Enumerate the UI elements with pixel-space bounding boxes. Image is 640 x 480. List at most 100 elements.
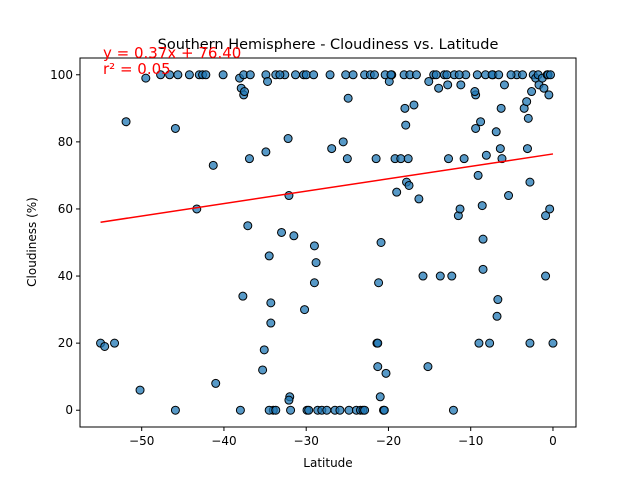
data-point [266,318,276,328]
data-point [478,264,488,274]
data-point [454,70,464,80]
data-point [418,271,428,281]
data-point [541,211,551,221]
data-point [245,70,255,80]
data-point [238,291,248,301]
x-axis-label: Latitude [303,456,352,470]
data-point [477,201,487,211]
data-point [373,338,383,348]
data-point [423,362,433,372]
regression-r-squared: r² = 0.05 [103,60,171,78]
data-point [401,120,411,130]
data-point [548,338,558,348]
data-point [527,87,537,97]
data-point [471,123,481,133]
data-point [518,70,528,80]
data-point [404,180,414,190]
data-point [493,295,503,305]
data-point [481,150,491,160]
data-point [211,378,221,388]
data-point [277,227,287,237]
data-point [218,70,228,80]
data-point [192,204,202,214]
regression-line [100,153,554,223]
data-point [455,204,465,214]
data-point [541,271,551,281]
data-point [244,154,254,164]
data-point [435,271,445,281]
data-point [342,154,352,164]
data-point [201,70,211,80]
data-point [472,70,482,80]
x-tick-label: −10 [458,434,483,448]
x-axis-ticks: −50 −40 −30 −20 −10 0 [129,427,557,448]
data-point [403,154,413,164]
data-point [156,70,166,80]
data-point [275,70,285,80]
data-point [522,97,532,107]
data-point [442,70,452,80]
data-point [476,117,486,127]
data-point [525,177,535,187]
data-point [343,93,353,103]
data-point [525,338,535,348]
data-point [379,405,389,415]
data-point [496,103,506,113]
data-point [235,405,245,415]
data-point [311,258,321,268]
data-point [309,70,319,80]
data-point [414,194,424,204]
data-point [411,70,421,80]
data-point [491,127,501,137]
y-tick-label: 0 [65,403,73,417]
data-point [523,113,533,123]
data-point [291,70,301,80]
data-point [375,392,385,402]
data-point [121,117,131,127]
data-point [506,70,516,80]
data-point [396,154,406,164]
data-point [485,338,495,348]
data-point [170,123,180,133]
data-point [499,80,509,90]
data-point [327,144,337,154]
data-point [259,345,269,355]
y-axis-label: Cloudiness (%) [25,197,39,287]
regression-equation: y = 0.37x + 76.40 [103,44,241,62]
x-tick-label: 0 [549,434,557,448]
data-point [263,76,273,86]
x-tick-label: −30 [294,434,319,448]
data-point [266,298,276,308]
chart-title: Southern Hemisphere - Cloudiness vs. Lat… [158,37,499,53]
data-point [338,137,348,147]
data-points [96,70,558,415]
data-point [424,76,434,86]
data-point [456,80,466,90]
data-point [443,80,453,90]
data-point [546,70,555,80]
data-point [264,251,274,261]
data-point [459,154,469,164]
data-point [284,395,294,405]
data-point [495,144,505,154]
data-point [258,365,268,375]
plot-frame [79,57,577,428]
data-point [447,271,457,281]
data-point [478,234,488,244]
data-point [184,70,194,80]
data-point [283,134,293,144]
data-point [371,154,381,164]
data-point [545,204,555,214]
data-point [386,70,396,80]
data-point [286,405,296,415]
data-point [448,405,458,415]
data-point [309,278,319,288]
data-point [341,70,351,80]
data-point [271,405,281,415]
data-point [539,83,549,93]
data-point [473,170,483,180]
data-point [431,70,441,80]
data-point [376,238,386,247]
data-point [344,405,354,415]
